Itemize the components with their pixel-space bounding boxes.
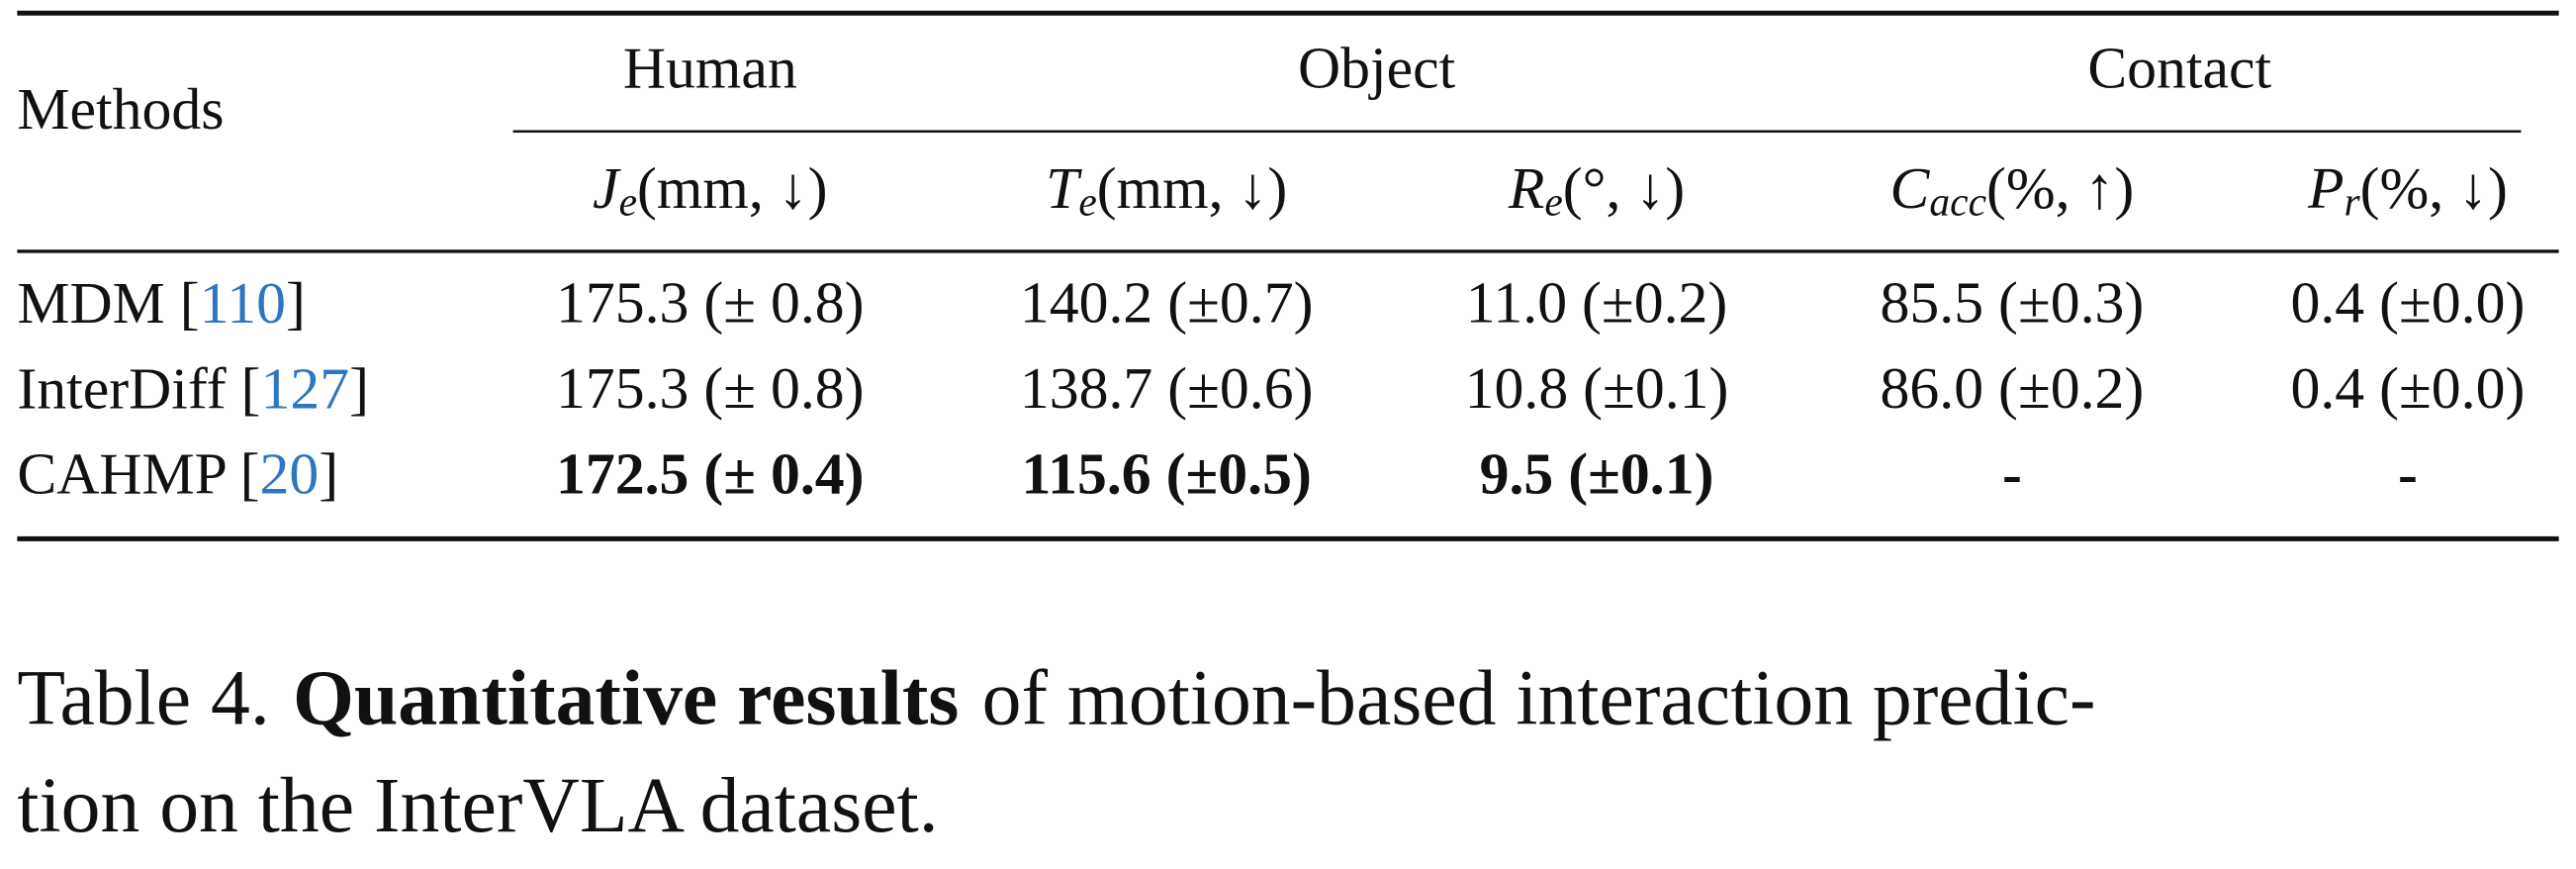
- cell: 172.5 (± 0.4): [556, 440, 865, 506]
- citation: 110: [200, 270, 286, 336]
- cell: 9.5 (±0.1): [1480, 440, 1714, 506]
- unit: (%, ↑): [1986, 155, 2134, 221]
- column-header: Re(°, ↓): [1508, 155, 1685, 224]
- caption-line: tion on the InterVLA dataset.: [17, 762, 938, 849]
- symbol: J: [593, 155, 621, 221]
- bracket: ]: [349, 355, 369, 421]
- bracket: ]: [319, 440, 338, 506]
- method: CAHMP [: [17, 440, 259, 506]
- unit: (mm, ↓): [1097, 155, 1288, 221]
- group-header: Object: [1298, 35, 1456, 100]
- cell: 0.4 (±0.0): [2290, 355, 2525, 421]
- cell: -: [2002, 440, 2022, 506]
- cell: 138.7 (±0.6): [1020, 355, 1314, 421]
- cell: 85.5 (±0.3): [1881, 270, 2145, 336]
- cell: -: [2398, 440, 2418, 506]
- cell: 10.8 (±0.1): [1465, 355, 1729, 421]
- row-header: Methods: [17, 76, 224, 142]
- column-header: Je(mm, ↓): [593, 155, 827, 224]
- subscript: r: [2344, 178, 2360, 224]
- cell: 140.2 (±0.7): [1020, 270, 1314, 336]
- caption-line: Table 4. Quantitative results of motion-ba…: [17, 655, 2095, 742]
- cell: 0.4 (±0.0): [2290, 270, 2525, 336]
- citation: 20: [260, 440, 320, 506]
- column-header: Te(mm, ↓): [1046, 155, 1287, 224]
- bracket: ]: [286, 270, 306, 336]
- caption-label: Table 4.: [17, 655, 269, 742]
- symbol: P: [2307, 155, 2345, 221]
- subscript: e: [1078, 178, 1096, 224]
- method-name: InterDiff [127]: [17, 355, 369, 421]
- cell: 175.3 (± 0.8): [556, 270, 865, 336]
- column-header: Cacc(%, ↑): [1890, 155, 2135, 224]
- method: InterDiff [: [17, 355, 260, 421]
- symbol: T: [1046, 155, 1082, 221]
- citation: 127: [260, 355, 349, 421]
- method: MDM [: [17, 270, 199, 336]
- unit: (°, ↓): [1563, 155, 1685, 221]
- cell: 11.0 (±0.2): [1466, 270, 1728, 336]
- unit: (%, ↓): [2360, 155, 2508, 221]
- unit: (mm, ↓): [637, 155, 828, 221]
- group-header: Human: [623, 35, 797, 100]
- caption-text: of motion-based interaction predic-: [982, 655, 2096, 742]
- subscript: e: [619, 178, 637, 224]
- cell: 115.6 (±0.5): [1021, 440, 1311, 506]
- column-header: Pr(%, ↓): [2307, 155, 2508, 224]
- method-name: CAHMP [20]: [17, 440, 338, 506]
- method-name: MDM [110]: [17, 270, 306, 336]
- symbol: C: [1890, 155, 1931, 221]
- symbol: R: [1508, 155, 1544, 221]
- group-header: Contact: [2087, 35, 2271, 100]
- cell: 86.0 (±0.2): [1881, 355, 2145, 421]
- cell: 175.3 (± 0.8): [556, 355, 865, 421]
- subscript: acc: [1929, 178, 1986, 224]
- subscript: e: [1544, 178, 1562, 224]
- caption-bold: Quantitative results: [293, 655, 959, 742]
